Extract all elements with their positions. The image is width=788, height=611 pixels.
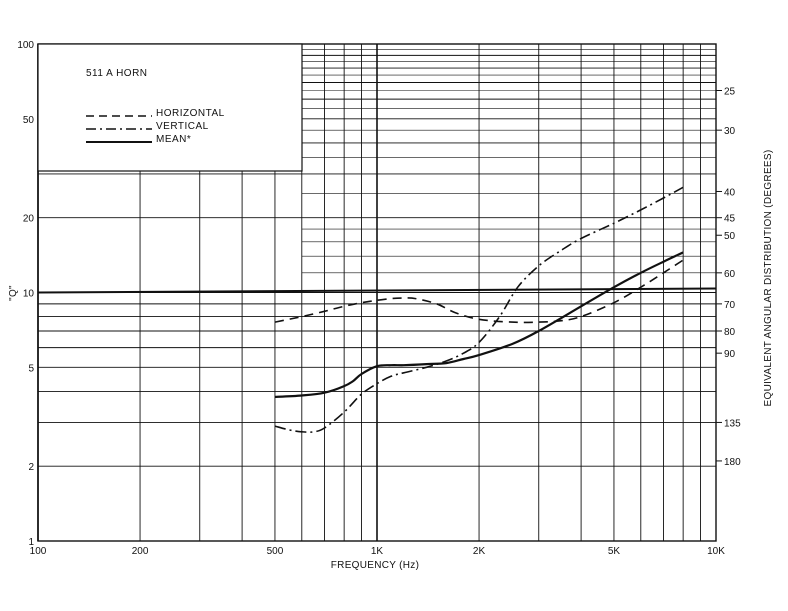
y-tick-label: 5 bbox=[28, 363, 34, 374]
y-tick-label: 50 bbox=[23, 115, 35, 126]
right-tick-label: 30 bbox=[724, 126, 736, 137]
legend-box bbox=[37, 43, 303, 172]
y-tick-label: 1 bbox=[28, 537, 34, 548]
right-tick-label: 50 bbox=[724, 231, 736, 242]
chart-title: 511 A HORN bbox=[86, 68, 148, 79]
series-line-mean bbox=[274, 251, 684, 398]
y-tick-label: 20 bbox=[23, 214, 35, 225]
right-tick-label: 45 bbox=[724, 214, 736, 225]
y-tick-label: 2 bbox=[28, 462, 34, 473]
legend-label-horizontal: HORIZONTAL bbox=[156, 108, 225, 119]
x-tick-label: 1K bbox=[371, 546, 384, 557]
y-tick-label: 10 bbox=[23, 289, 35, 300]
x-tick-label: 10K bbox=[707, 546, 725, 557]
x-tick-label: 500 bbox=[267, 546, 284, 557]
right-tick-label: 90 bbox=[724, 349, 736, 360]
right-tick-label: 40 bbox=[724, 187, 736, 198]
tick-labels: 100 200 500 1K 2K 5K 10K1251020501002530404550… bbox=[17, 40, 741, 557]
plot-border bbox=[37, 43, 717, 542]
series-line-horizontal bbox=[274, 259, 684, 324]
y-tick-label: 100 bbox=[17, 40, 34, 51]
x-axis-title: FREQUENCY (Hz) bbox=[331, 560, 419, 571]
legend: 511 A HORN HORIZONTAL VERTICAL MEAN* bbox=[37, 43, 303, 172]
right-tick-label: 80 bbox=[724, 327, 736, 338]
y-axis-title: "Q" bbox=[8, 285, 19, 301]
legend-label-vertical: VERTICAL bbox=[156, 121, 209, 132]
right-tick-label: 25 bbox=[724, 86, 736, 97]
right-tick-label: 180 bbox=[724, 457, 741, 468]
x-tick-label: 100 bbox=[30, 546, 47, 557]
reference-q-line bbox=[37, 287, 717, 294]
reference-line-layer bbox=[37, 287, 717, 294]
series-layer bbox=[274, 186, 684, 433]
x-tick-label: 200 bbox=[132, 546, 149, 557]
y2-axis-title: EQUIVALENT ANGULAR DISTRIBUTION (DEGREES… bbox=[763, 150, 774, 407]
plot-frame bbox=[37, 43, 717, 542]
series-line-vertical bbox=[274, 186, 684, 433]
x-tick-label: 2K bbox=[473, 546, 486, 557]
right-tick-label: 70 bbox=[724, 300, 736, 311]
x-tick-label: 5K bbox=[608, 546, 621, 557]
right-tick-label: 60 bbox=[724, 269, 736, 280]
legend-label-mean: MEAN* bbox=[156, 134, 191, 145]
right-tick-label: 135 bbox=[724, 418, 741, 429]
